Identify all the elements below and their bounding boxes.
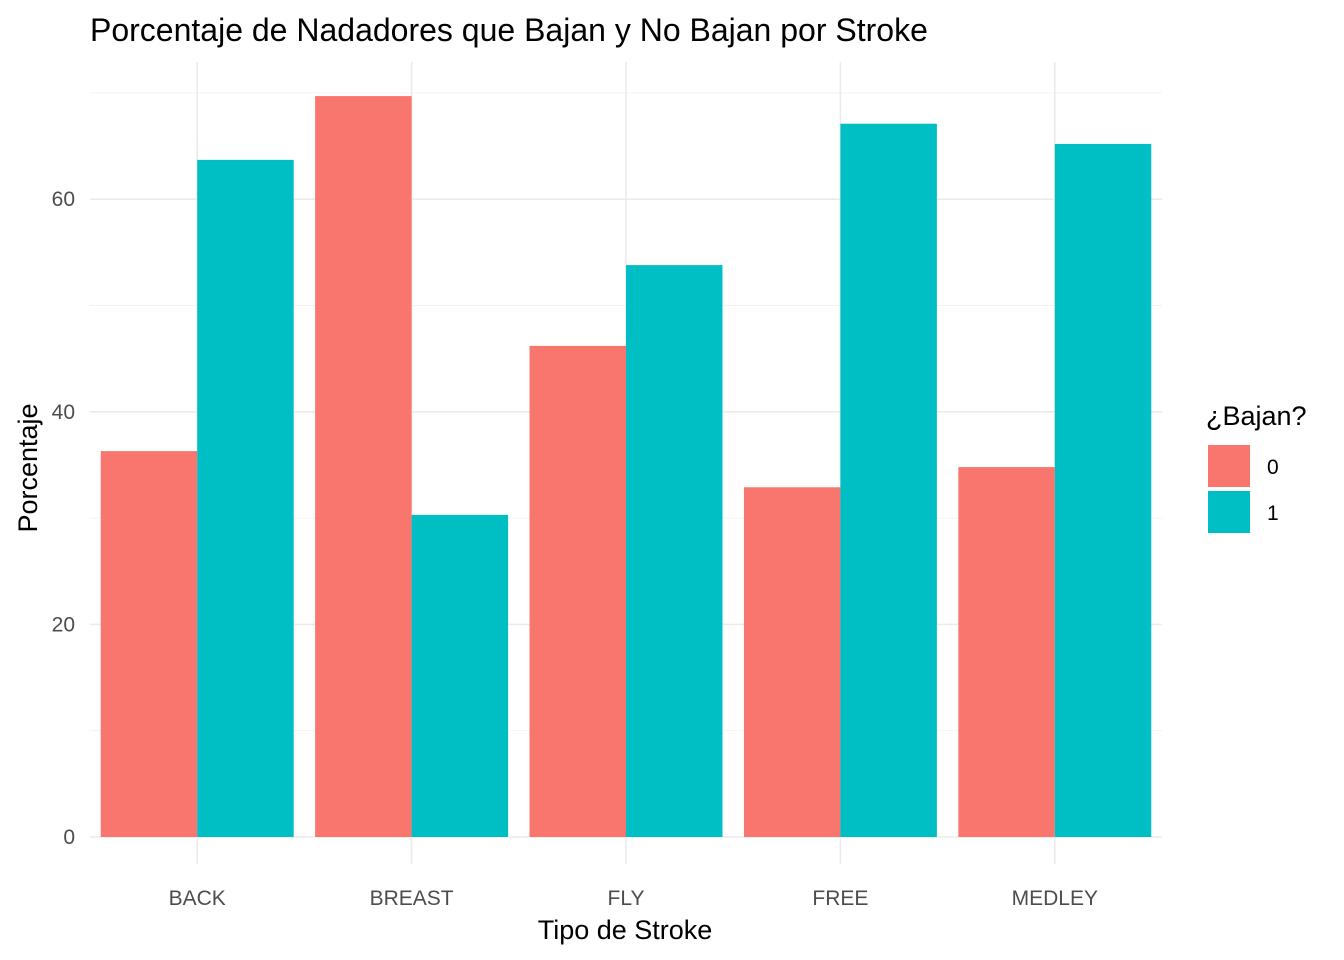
x-axis-title: Tipo de Stroke <box>538 915 713 945</box>
bar-medley-series-0 <box>958 467 1055 837</box>
legend-title: ¿Bajan? <box>1206 401 1307 431</box>
legend-items: 01 <box>1208 445 1279 533</box>
bar-fly-series-1 <box>626 265 723 838</box>
bars <box>100 96 1152 838</box>
y-axis-title: Porcentaje <box>13 403 43 532</box>
bar-fly-series-0 <box>529 345 626 837</box>
x-tick-label: BREAST <box>370 887 454 910</box>
x-axis-ticks: BACK BREAST FLY FREE MEDLEY <box>169 887 1098 910</box>
y-axis-ticks: 0 20 40 60 <box>52 188 75 849</box>
x-tick-label: BACK <box>169 887 226 910</box>
bar-back-series-1 <box>197 159 294 837</box>
y-tick-label: 60 <box>52 188 75 211</box>
x-tick-label: FLY <box>608 887 645 910</box>
chart-title: Porcentaje de Nadadores que Bajan y No B… <box>90 12 928 48</box>
x-tick-label: FREE <box>812 887 868 910</box>
bar-free-series-1 <box>840 123 937 838</box>
legend-label-0: 0 <box>1267 456 1279 479</box>
bar-medley-series-1 <box>1054 143 1152 837</box>
y-tick-label: 0 <box>63 826 75 849</box>
legend-key-0 <box>1208 445 1250 487</box>
legend: ¿Bajan? 01 <box>1206 401 1307 533</box>
legend-label-1: 1 <box>1267 502 1279 525</box>
bar-breast-series-1 <box>411 514 509 837</box>
y-tick-label: 20 <box>52 613 75 636</box>
bar-back-series-0 <box>100 451 198 837</box>
legend-key-1 <box>1208 491 1250 533</box>
y-tick-label: 40 <box>52 401 75 424</box>
x-tick-label: MEDLEY <box>1012 887 1098 910</box>
bar-breast-series-0 <box>315 96 412 838</box>
bar-free-series-0 <box>743 487 841 837</box>
